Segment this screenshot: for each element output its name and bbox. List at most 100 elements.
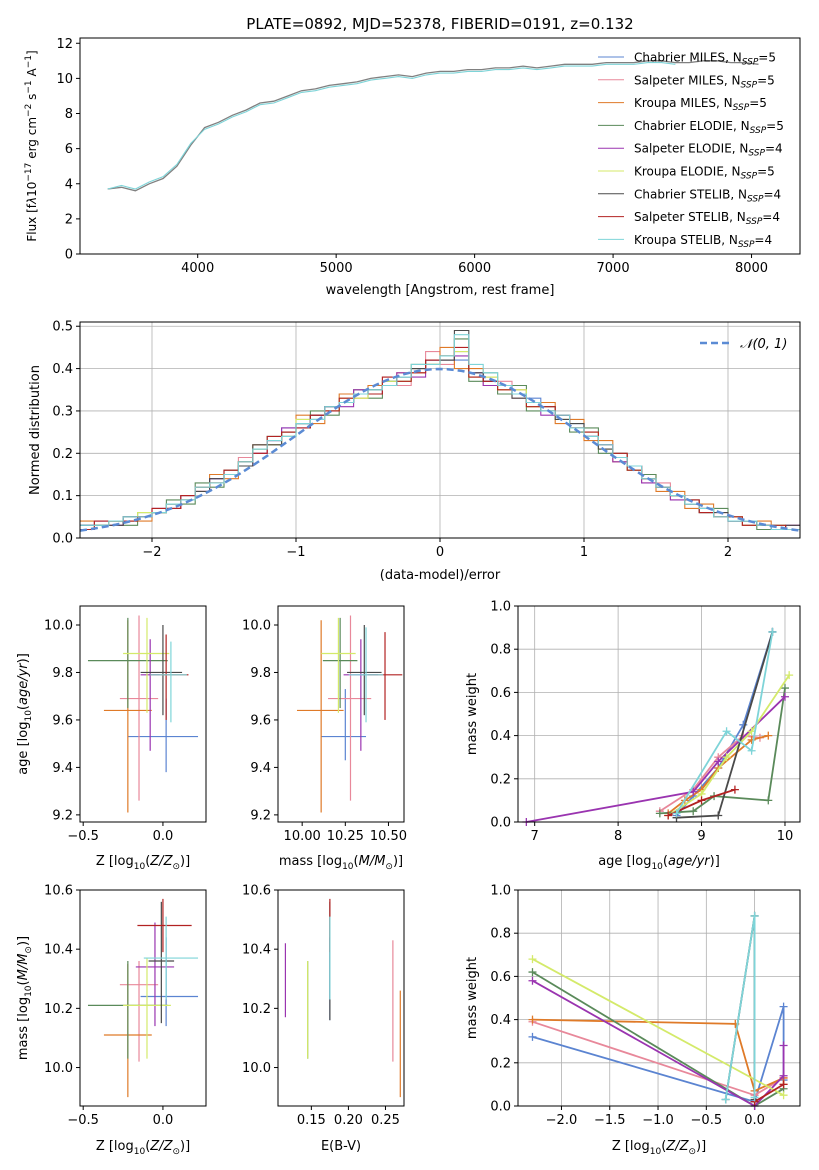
massweight-marker (722, 727, 731, 736)
y-tick-label: 9.6 (250, 713, 271, 728)
massweight-marker (697, 796, 706, 805)
x-tick-label: 8 (614, 829, 622, 844)
y-tick-label: 0.6 (490, 686, 511, 701)
massweight-marker (722, 753, 731, 762)
spectrum-legend: Chabrier MILES, NSSP=5 Salpeter MILES, NS… (598, 51, 784, 250)
massweight-line-7 (754, 1083, 785, 1103)
massweight-vs-Z-axes-frame (517, 889, 801, 1107)
x-tick-label: 9 (697, 829, 705, 844)
legend-label: Chabrier MILES, NSSP=5 (634, 51, 776, 68)
massweight-marker (779, 1041, 788, 1050)
age-vs-Z-axes-frame (79, 605, 207, 823)
spectrum-data-line (107, 60, 759, 192)
y-tick-label: 9.6 (52, 713, 73, 728)
residuals-xlabel: (data-model)/error (380, 568, 501, 583)
y-tick-label: 9.4 (52, 761, 73, 776)
y-tick-label: 10.4 (242, 943, 271, 958)
y-tick-label: 1.0 (490, 600, 511, 615)
x-tick-label: 2 (724, 545, 732, 560)
y-tick-label: 0.5 (52, 320, 73, 335)
legend-label: Salpeter MILES, NSSP=5 (634, 73, 775, 90)
spectrum-ylabel: Flux [fλ10−17 erg cm−2 s−1 A−1] (24, 50, 39, 241)
x-tick-label: −1.5 (594, 1113, 626, 1128)
massweight-vs-age-panel: 7 8 9 10 0.0 0.2 0.4 0.6 0.8 1.0 age [log10(age/y… (465, 600, 801, 872)
residuals-plot-area: −2 −1 0 1 2 0.0 0.1 0.2 0.3 0.4 0.5 (52, 320, 801, 560)
massweight-vs-Z-xlabel: Z [log10(Z/Z⊙)] (612, 1139, 706, 1157)
x-tick-label: 6000 (458, 261, 491, 276)
y-tick-label: 10.2 (44, 1002, 73, 1017)
mass-vs-Z-axes-frame (79, 889, 207, 1107)
y-tick-label: 10.0 (44, 1061, 73, 1076)
y-tick-label: 9.2 (250, 808, 271, 823)
massweight-marker (750, 911, 759, 920)
x-tick-label: 0.0 (744, 1113, 765, 1128)
massweight-marker (528, 968, 537, 977)
spectrum-model-line (107, 62, 676, 190)
y-tick-label: 2 (65, 212, 73, 227)
y-tick-label: 0.4 (490, 1013, 511, 1028)
massweight-vs-Z-plot-area: −2.0 −1.5 −1.0 −0.5 0.0 0.0 0.2 0.4 0.6 0.8 1.0 (490, 884, 800, 1128)
y-tick-label: 0.2 (490, 772, 511, 787)
x-tick-label: −0.5 (67, 829, 99, 844)
massweight-marker (730, 785, 739, 794)
massweight-line-5 (532, 958, 785, 1096)
spectrum-panel: 4000 5000 6000 7000 8000 0 2 4 6 8 10 12 wavelength… (24, 37, 801, 298)
y-tick-label: 0.6 (490, 970, 511, 985)
y-tick-label: 8 (65, 107, 73, 122)
y-tick-label: 0.8 (490, 927, 511, 942)
massweight-marker (655, 809, 664, 818)
massweight-vs-Z-ylabel: mass weight (465, 957, 480, 1039)
age-vs-Z-ylabel: age [log10(age/yr)] (16, 653, 34, 775)
massweight-marker (780, 684, 789, 693)
massweight-vs-age-ylabel: mass weight (465, 673, 480, 755)
massweight-marker (785, 671, 794, 680)
y-tick-label: 0.2 (52, 447, 73, 462)
age-vs-Z-xlabel: Z [log10(Z/Z⊙)] (96, 854, 190, 872)
y-tick-label: 0.4 (52, 362, 73, 377)
x-tick-label: 10.25 (327, 829, 364, 844)
massweight-marker (764, 731, 773, 740)
y-tick-label: 10.2 (242, 1002, 271, 1017)
y-tick-label: 10 (56, 72, 73, 87)
age-vs-mass-axes-frame (277, 605, 405, 823)
y-tick-label: 12 (56, 37, 73, 52)
residuals-ylabel: Normed distribution (28, 365, 43, 495)
massweight-marker (779, 1002, 788, 1011)
x-tick-label: −1.0 (642, 1113, 674, 1128)
x-tick-label: −2 (142, 545, 161, 560)
massweight-vs-age-xlabel: age [log10(age/yr)] (598, 854, 720, 872)
massweight-marker (779, 1091, 788, 1100)
y-tick-label: 1.0 (490, 884, 511, 899)
x-tick-label: 10.50 (370, 829, 407, 844)
x-tick-label: 0.20 (334, 1113, 363, 1128)
x-tick-label: −0.5 (67, 1113, 99, 1128)
massweight-marker (672, 809, 681, 818)
x-tick-label: 5000 (320, 261, 353, 276)
massweight-line-8 (675, 631, 774, 814)
massweight-marker (528, 1015, 537, 1024)
x-tick-label: −0.5 (691, 1113, 723, 1128)
x-tick-label: −1 (286, 545, 305, 560)
legend-label: Chabrier ELODIE, NSSP=5 (634, 119, 784, 136)
y-tick-label: 0.0 (490, 1100, 511, 1115)
mass-vs-Z-ylabel: mass [log10(M/M⊙)] (16, 936, 34, 1060)
x-tick-label: 0.0 (153, 829, 174, 844)
residuals-legend: 𝒩(0, 1) (700, 337, 787, 352)
massweight-marker (528, 955, 537, 964)
legend-label: Salpeter ELODIE, NSSP=4 (634, 142, 783, 159)
legend-label: Kroupa ELODIE, NSSP=5 (634, 165, 775, 182)
x-tick-label: 0.25 (371, 1113, 400, 1128)
y-tick-label: 0.0 (52, 532, 73, 547)
massweight-marker (721, 1095, 730, 1104)
age-vs-Z-plot-area: −0.5 0.0 9.2 9.4 9.6 9.8 10.0 (44, 615, 199, 844)
residuals-axes-frame (79, 321, 801, 539)
y-tick-label: 10.6 (44, 884, 73, 899)
y-tick-label: 0.4 (490, 729, 511, 744)
x-tick-label: 7000 (597, 261, 630, 276)
y-tick-label: 0.2 (490, 1056, 511, 1071)
y-tick-label: 10.4 (44, 943, 73, 958)
massweight-vs-age-plot-area: 7 8 9 10 0.0 0.2 0.4 0.6 0.8 1.0 (490, 600, 800, 844)
massweight-marker (750, 1093, 759, 1102)
legend-label: Kroupa MILES, NSSP=5 (634, 96, 767, 113)
massweight-marker (779, 1071, 788, 1080)
